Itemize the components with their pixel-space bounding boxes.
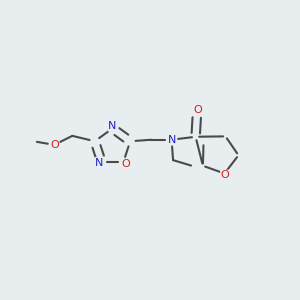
Text: N: N bbox=[108, 121, 117, 131]
Text: O: O bbox=[221, 170, 230, 180]
Text: N: N bbox=[167, 135, 176, 145]
Text: O: O bbox=[50, 140, 59, 150]
Text: N: N bbox=[95, 158, 103, 168]
Text: O: O bbox=[122, 158, 130, 169]
Text: O: O bbox=[193, 105, 202, 116]
